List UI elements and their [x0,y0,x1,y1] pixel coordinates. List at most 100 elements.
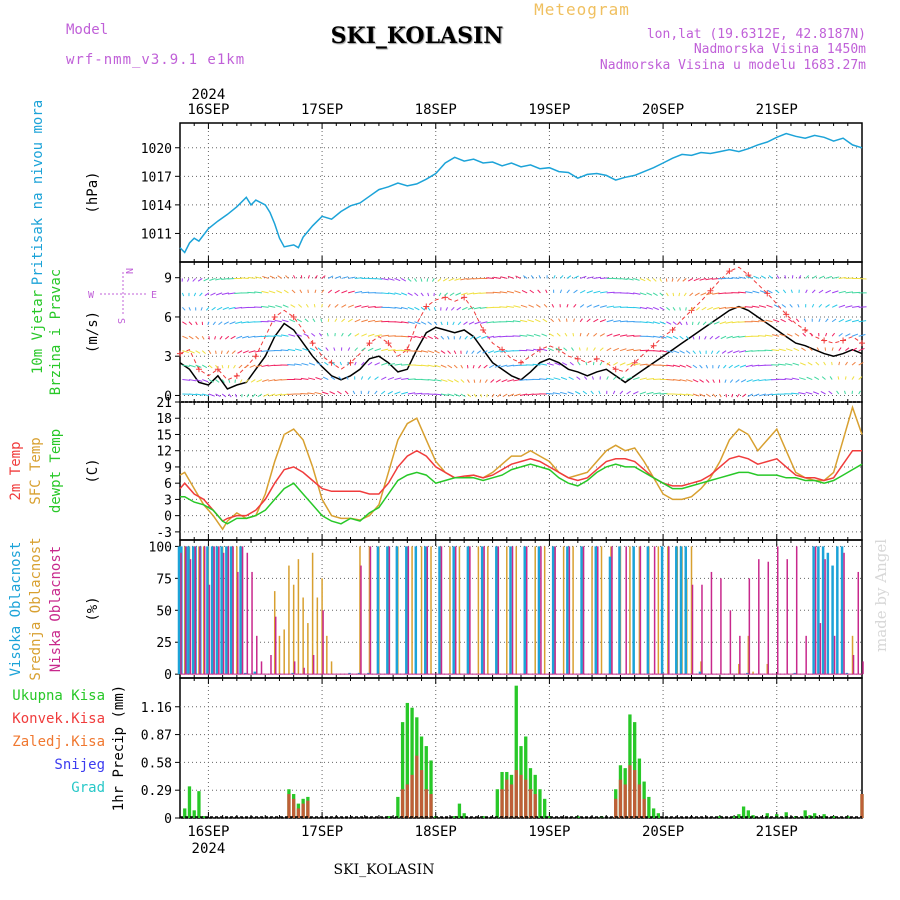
compass-cross [100,272,146,316]
wind-barb [254,276,263,279]
wind-barb [599,361,603,366]
wind-barb [519,319,528,323]
bar-high-cloud [698,671,702,675]
wind-barb [837,376,840,380]
bar-low-cloud [597,546,599,675]
wind-barb [719,393,722,398]
gust-marker [802,327,809,334]
y-tick-label: 9 [164,272,172,287]
wind-barb [204,292,210,297]
bar-conv-precip [415,755,419,818]
wind-barb [775,289,780,294]
wind-barb [394,349,403,352]
bar-mid-cloud [700,661,702,675]
gust-marker [840,337,847,344]
bar-low-cloud [469,546,471,675]
wind-barb [479,379,482,383]
wind-barb [473,393,477,398]
bar-high-cloud [684,546,688,675]
y-tick-label: 25 [156,636,172,651]
wind-barb [499,350,508,353]
bar-mid-cloud [359,546,361,675]
bar-mid-cloud [629,546,631,675]
wind-barb [433,307,436,311]
wind-barb [283,289,289,294]
bar-high-cloud [225,546,228,675]
wind-barb [845,347,850,352]
wind-barb [699,393,706,397]
bar-low-cloud [251,571,253,675]
wind-barb [736,393,740,398]
wind-barb [414,321,421,325]
wind-barb [193,292,197,297]
wind-barb [692,364,698,369]
wind-barb [816,347,820,351]
y-tick-label: 0.87 [141,729,172,744]
wind-barb [239,379,243,383]
wind-barb [690,307,694,311]
wind-barb [501,379,508,383]
wind-barb [710,350,714,355]
wind-barb [182,306,186,311]
legend-label: Zaledj.Kisa [12,734,105,750]
wind-barb [426,278,429,282]
wind-barb [394,321,403,323]
bar-conv-precip [528,789,533,818]
wind-barb [202,364,208,369]
wind-barb [519,334,528,337]
wind-barb [322,376,329,381]
bar-total-precip [429,760,433,818]
wind-barb [831,304,838,308]
wind-barb [659,321,666,325]
bar-high-cloud [840,546,844,675]
bar-high-cloud [220,546,223,675]
wind-barb [374,362,380,366]
wind-barb [478,364,482,369]
wind-barb [231,350,236,354]
wind-barb [305,303,309,308]
wind-barb [460,364,464,369]
bar-mid-cloud [236,546,238,675]
wind-barb [195,350,201,354]
wind-barb [554,362,561,366]
wind-barb [459,336,462,340]
wind-barb [433,321,438,326]
y-tick-label: 6 [164,477,172,492]
wind-barb [567,391,574,395]
y-tick-label: 0.58 [141,756,172,771]
bar-low-cloud [246,552,249,675]
wind-barb [287,363,296,366]
wind-barb [682,278,687,282]
bar-low-cloud [208,584,211,675]
bar-low-cloud [497,546,500,675]
wind-barb [545,289,548,294]
bar-low-cloud [540,546,542,675]
bar-total-precip [775,814,779,818]
gust-marker [366,340,373,347]
bar-mid-cloud [515,546,518,675]
legend-label: SFC Temp [28,437,44,504]
wind-barb [585,361,588,366]
bar-mid-cloud [302,597,304,675]
wind-barb [600,277,608,279]
wind-barb [241,335,249,339]
wind-barb [753,275,760,279]
wind-barb [420,306,426,311]
wind-barb [818,289,824,294]
wind-barb [326,332,329,337]
wind-barb [566,275,572,279]
y-tick-label: 1.16 [141,701,172,716]
wind-barb [248,350,256,354]
wind-barb [381,277,389,281]
wind-barb [220,350,223,354]
wind-barb [838,347,842,351]
wind-barb [188,307,191,311]
bar-high-cloud [826,552,830,675]
wind-barb [751,364,760,367]
bar-high-cloud [357,672,361,675]
bar-mid-cloud [297,559,300,675]
wind-barb [188,321,193,326]
wind-barb [825,290,831,294]
wind-barb [689,292,694,297]
bar-conv-precip [623,784,627,818]
